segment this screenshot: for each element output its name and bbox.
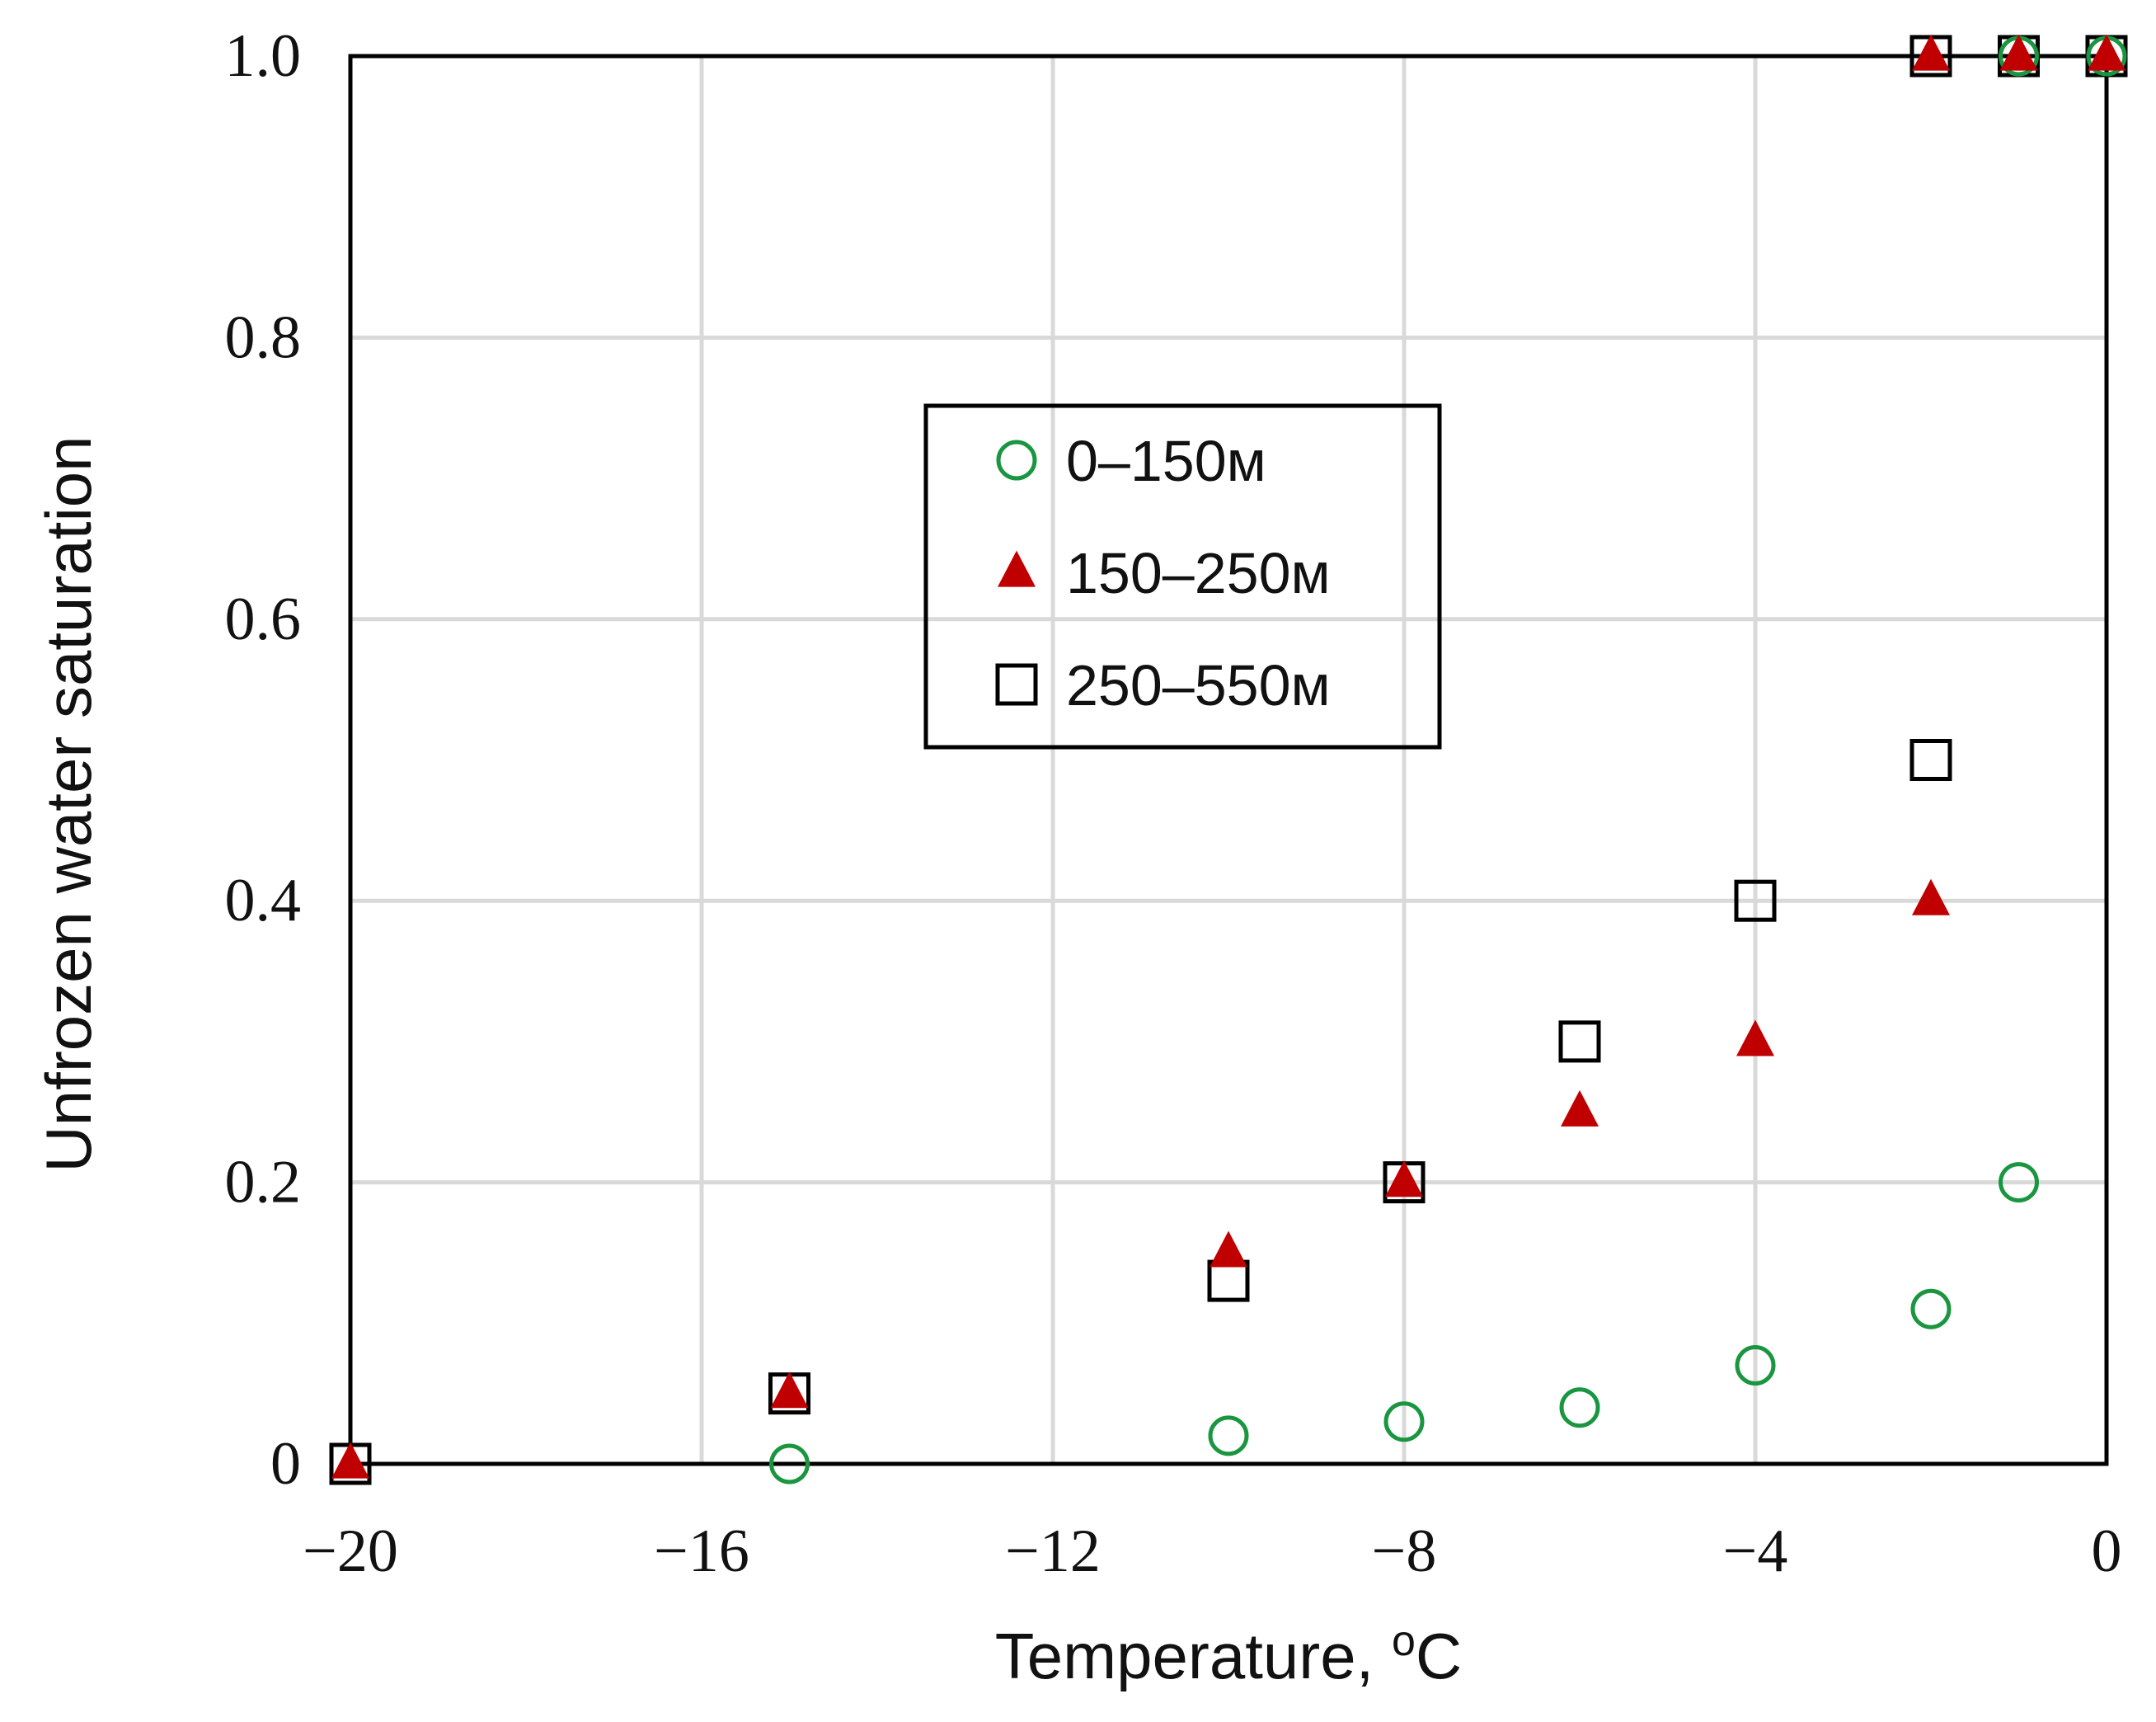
y-tick-label: 0	[270, 1430, 301, 1498]
data-point	[1912, 878, 1950, 915]
x-axis-title-unit: C	[1416, 1620, 1462, 1692]
x-tick-label: 0	[2092, 1517, 2122, 1585]
legend-label-2: 150–250м	[1066, 541, 1331, 605]
data-point	[1207, 1259, 1250, 1302]
x-axis-ticks: −20 −16 −12 −8 −4 0	[303, 1517, 2121, 1585]
x-axis-title: Temperature, oC	[995, 1617, 1462, 1692]
series-1	[769, 35, 2127, 1484]
x-tick-label: −4	[1723, 1517, 1788, 1585]
x-tick-label: −20	[303, 1517, 398, 1585]
y-tick-label: 1.0	[225, 22, 302, 90]
y-tick-label: 0.6	[225, 586, 302, 653]
data-point	[1734, 879, 1777, 922]
data-point	[1210, 1230, 1247, 1268]
data-point	[1909, 739, 1952, 781]
data-points	[329, 34, 2128, 1485]
data-point	[769, 1443, 810, 1484]
data-point	[1735, 1345, 1776, 1386]
data-point	[1912, 34, 1950, 71]
data-point	[1383, 1401, 1425, 1442]
y-tick-label: 0.8	[225, 303, 302, 371]
data-point	[1999, 34, 2038, 71]
legend-box	[923, 403, 1442, 750]
series-2	[331, 34, 2125, 1479]
data-point	[1910, 1288, 1952, 1329]
data-point	[1208, 1415, 1249, 1456]
data-point	[331, 1442, 369, 1479]
data-point	[1999, 1162, 2039, 1203]
data-point	[1385, 1160, 1423, 1197]
legend-label-3: 250–550м	[1066, 653, 1331, 718]
data-point	[1558, 1020, 1601, 1063]
x-tick-label: −12	[1005, 1517, 1101, 1585]
y-axis-title: Unfrozen water saturation	[32, 435, 105, 1172]
x-tick-label: −16	[654, 1517, 749, 1585]
y-tick-label: 0.4	[225, 867, 302, 934]
legend-marker-2	[998, 550, 1036, 587]
legend-marker-3	[995, 663, 1038, 706]
y-axis-ticks: 0 0.2 0.4 0.6 0.8 1.0	[225, 22, 302, 1498]
data-point	[1561, 1089, 1599, 1127]
y-tick-label: 0.2	[225, 1149, 302, 1216]
x-tick-label: −8	[1372, 1517, 1437, 1585]
x-axis-title-text: Temperature,	[995, 1620, 1392, 1692]
data-point	[1559, 1387, 1600, 1428]
legend-label-1: 0–150м	[1066, 429, 1266, 493]
legend: 0–150м 150–250м 250–550м	[923, 403, 1442, 750]
data-point	[770, 1371, 809, 1409]
legend-marker-1	[996, 440, 1037, 481]
data-point	[2088, 34, 2125, 71]
plot-frame	[348, 54, 2109, 1466]
x-axis-title-superscript: o	[1392, 1617, 1416, 1665]
data-point	[1736, 1019, 1774, 1056]
